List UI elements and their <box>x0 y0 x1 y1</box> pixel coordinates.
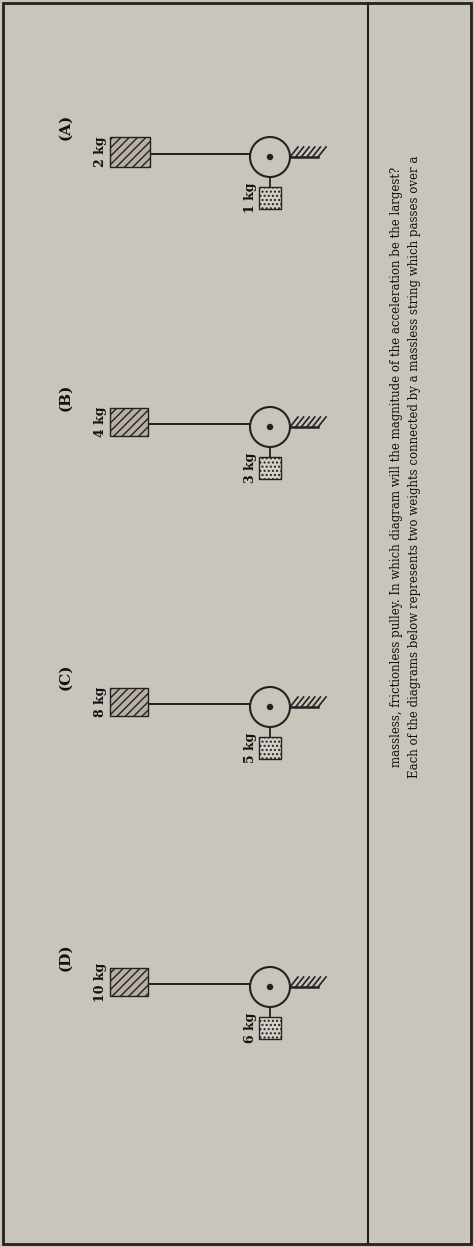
Text: 2 kg: 2 kg <box>94 137 107 167</box>
Text: 3 kg: 3 kg <box>244 453 257 483</box>
Bar <box>110 137 150 167</box>
Text: 6 kg: 6 kg <box>244 1013 257 1044</box>
Text: (B): (B) <box>58 383 72 410</box>
Text: (D): (D) <box>58 943 72 971</box>
Circle shape <box>267 705 273 710</box>
Bar <box>259 456 281 479</box>
Bar <box>259 187 281 209</box>
Circle shape <box>267 984 273 990</box>
Text: 1 kg: 1 kg <box>244 183 257 213</box>
Text: 10 kg: 10 kg <box>94 963 107 1001</box>
Bar <box>259 1018 281 1039</box>
Bar <box>110 408 148 436</box>
Text: Each of the diagrams below represents two weights connected by a massless string: Each of the diagrams below represents tw… <box>409 156 421 778</box>
Text: (A): (A) <box>58 113 72 140</box>
Circle shape <box>267 155 273 160</box>
Text: 5 kg: 5 kg <box>244 733 257 763</box>
Text: 4 kg: 4 kg <box>94 407 107 438</box>
Circle shape <box>267 424 273 429</box>
Text: (C): (C) <box>58 663 72 691</box>
Bar <box>259 737 281 759</box>
Bar <box>110 688 148 716</box>
Text: massless, frictionless pulley. In which diagram will the magnitude of the accele: massless, frictionless pulley. In which … <box>391 167 403 767</box>
Bar <box>110 968 148 996</box>
Text: 8 kg: 8 kg <box>94 687 107 717</box>
